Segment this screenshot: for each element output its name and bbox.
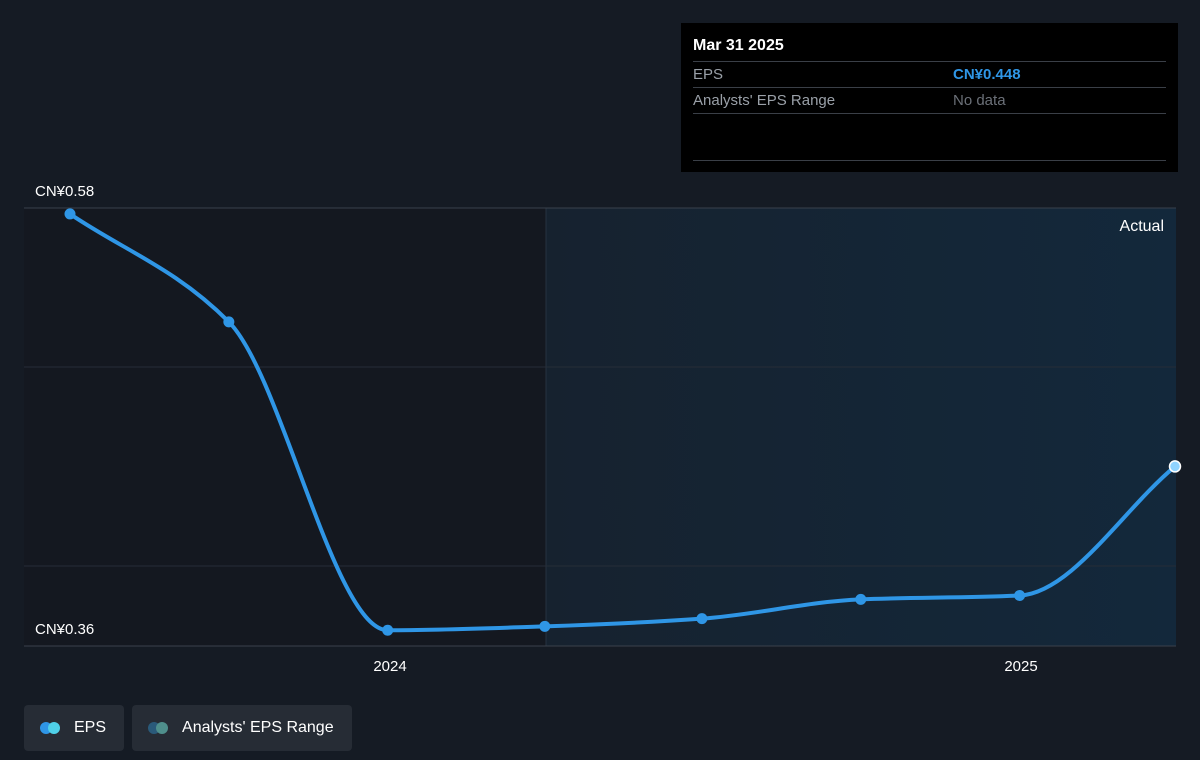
legend-item-range[interactable]: Analysts' EPS Range xyxy=(132,705,352,751)
tooltip-range-value: No data xyxy=(953,92,1006,109)
eps-series-line xyxy=(68,211,1177,633)
actual-region xyxy=(546,208,1176,646)
tooltip-date: Mar 31 2025 xyxy=(693,23,1166,62)
gridlines xyxy=(24,207,1176,567)
legend-range-label: Analysts' EPS Range xyxy=(182,719,334,736)
tooltip-eps-label: EPS xyxy=(693,66,724,83)
eps-points xyxy=(64,208,1182,636)
eps-chart: CN¥0.58 CN¥0.36 2024 2025 Actual xyxy=(24,183,1182,675)
tooltip: Mar 31 2025 EPS CN¥0.448 Analysts' EPS R… xyxy=(681,23,1178,172)
eps-point-latest[interactable] xyxy=(1168,460,1182,473)
legend-item-eps[interactable]: EPS xyxy=(24,705,125,751)
eps-point[interactable] xyxy=(696,613,708,625)
y-tick-label-top: CN¥0.58 xyxy=(35,183,94,200)
eps-point[interactable] xyxy=(855,593,867,605)
x-tick-label-2025: 2025 xyxy=(1004,658,1037,675)
eps-point[interactable] xyxy=(223,316,235,328)
range-legend-icon xyxy=(148,722,172,734)
eps-point[interactable] xyxy=(1014,590,1026,602)
x-tick-label-2024: 2024 xyxy=(373,658,406,675)
legend: EPS Analysts' EPS Range xyxy=(24,705,352,751)
eps-point[interactable] xyxy=(64,208,76,220)
tooltip-row-eps: EPS CN¥0.448 xyxy=(693,62,1166,88)
eps-point[interactable] xyxy=(539,620,551,632)
y-tick-label-bottom: CN¥0.36 xyxy=(35,621,94,638)
tooltip-row-range: Analysts' EPS Range No data xyxy=(693,88,1166,114)
legend-eps-label: EPS xyxy=(74,719,107,736)
actual-region-label: Actual xyxy=(1120,218,1164,235)
eps-legend-icon xyxy=(40,722,64,734)
tooltip-eps-value: CN¥0.448 xyxy=(953,66,1021,83)
history-shade xyxy=(24,208,546,646)
tooltip-spacer xyxy=(693,114,1166,161)
tooltip-range-label: Analysts' EPS Range xyxy=(693,92,836,109)
eps-point[interactable] xyxy=(382,624,394,636)
